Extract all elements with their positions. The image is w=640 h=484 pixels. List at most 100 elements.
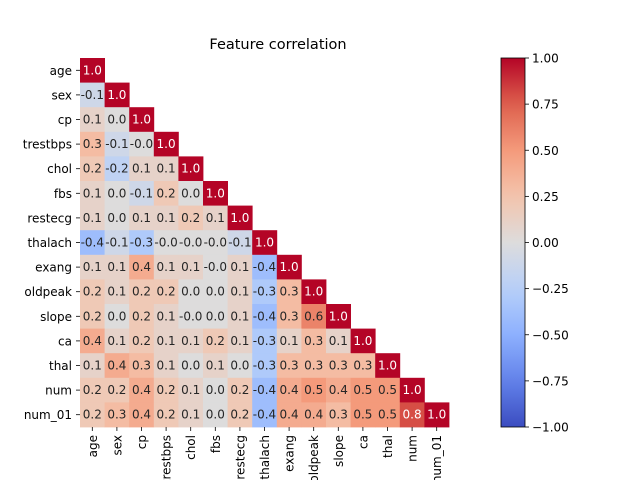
colorbar-tick-label: −0.25 — [532, 282, 569, 296]
y-tick-label-oldpeak: oldpeak — [24, 285, 72, 299]
heatmap-cell-label-num_01-oldpeak: 0.4 — [304, 408, 323, 422]
heatmap-cell-exang-trestbps — [153, 254, 179, 280]
heatmap-cell-sex-age — [80, 82, 105, 108]
heatmap-cell-label-oldpeak-fbs: 0.0 — [206, 285, 225, 299]
heatmap-cell-label-slope-exang: 0.3 — [280, 309, 299, 323]
heatmap-cell-label-fbs-trestbps: 0.2 — [157, 186, 176, 200]
heatmap-cell-chol-age — [80, 156, 105, 182]
heatmap-cell-label-num_01-age: 0.2 — [83, 408, 102, 422]
heatmap-cell-chol-chol — [178, 156, 204, 182]
heatmap-cell-label-ca-ca: 1.0 — [353, 334, 372, 348]
heatmap-cell-num-oldpeak — [301, 377, 327, 403]
heatmap-cell-ca-chol — [178, 328, 204, 354]
heatmap-cell-thalach-age — [80, 230, 105, 256]
heatmap-cell-label-num_01-fbs: 0.0 — [206, 408, 225, 422]
heatmap-cell-slope-exang — [276, 304, 302, 329]
heatmap-cell-label-thal-trestbps: 0.1 — [157, 359, 176, 373]
heatmap-cell-exang-cp — [129, 254, 155, 280]
heatmap-cell-label-slope-chol: -0.0 — [179, 309, 202, 323]
x-tick-label-num_01: num_01 — [430, 435, 444, 480]
heatmap-cell-label-oldpeak-sex: 0.1 — [107, 285, 126, 299]
heatmap-cell-oldpeak-chol — [178, 279, 204, 305]
heatmap-cell-label-ca-oldpeak: 0.3 — [304, 334, 323, 348]
heatmap-cell-label-slope-oldpeak: 0.6 — [304, 309, 323, 323]
heatmap-cell-label-restecg-sex: 0.0 — [107, 211, 126, 225]
heatmap-cell-label-exang-cp: 0.4 — [132, 260, 151, 274]
heatmap-cell-label-thal-thal: 1.0 — [378, 359, 397, 373]
heatmap-cell-label-num-oldpeak: 0.5 — [304, 383, 323, 397]
heatmap-cell-thal-cp — [129, 353, 155, 379]
y-tick-label-slope: slope — [40, 310, 72, 324]
heatmap-cell-label-exang-sex: 0.1 — [107, 260, 126, 274]
heatmap-cell-label-num_01-restecg: 0.2 — [230, 408, 249, 422]
heatmap-cell-label-ca-thalach: -0.3 — [253, 334, 276, 348]
heatmap-cell-label-sex-age: -0.1 — [81, 88, 104, 102]
heatmap-cell-label-trestbps-trestbps: 1.0 — [157, 137, 176, 151]
heatmap-cell-label-chol-age: 0.2 — [83, 162, 102, 176]
heatmap-cells: 1.0-0.1 1.00.1 0.0 1.00.3 -0.1 -0.0 1.00.2 -0.2… — [80, 58, 450, 428]
heatmap-cell-num_01-oldpeak — [301, 402, 327, 428]
heatmap-cell-restecg-chol — [178, 205, 204, 231]
heatmap-cell-label-sex-sex: 1.0 — [107, 88, 126, 102]
heatmap-cell-label-chol-sex: -0.2 — [105, 162, 128, 176]
y-tick-label-trestbps: trestbps — [23, 138, 72, 152]
y-tick-label-sex: sex — [51, 88, 72, 102]
heatmap-cell-label-thalach-sex: -0.1 — [105, 236, 128, 250]
heatmap-cell-num_01-cp — [129, 402, 155, 428]
heatmap-cell-thalach-cp — [129, 230, 155, 256]
heatmap-cell-num-num — [399, 377, 425, 403]
heatmap-cell-label-num_01-num: 0.8 — [403, 408, 422, 422]
heatmap-cell-label-oldpeak-thalach: -0.3 — [253, 285, 276, 299]
heatmap-cell-slope-slope — [326, 304, 351, 329]
heatmap-cell-fbs-fbs — [203, 181, 228, 206]
heatmap-cell-thal-thalach — [252, 353, 278, 379]
heatmap-cell-label-num_01-thalach: -0.4 — [253, 408, 276, 422]
heatmap-cell-label-num-thalach: -0.4 — [253, 383, 276, 397]
y-tick-label-fbs: fbs — [54, 187, 72, 201]
heatmap-cell-oldpeak-exang — [276, 279, 302, 305]
x-tick-label-sex: sex — [110, 435, 124, 456]
heatmap-cell-num_01-exang — [276, 402, 302, 428]
heatmap-cell-label-restecg-restecg: 1.0 — [230, 211, 249, 225]
heatmap-cell-oldpeak-thalach — [252, 279, 278, 305]
heatmap-cell-num-trestbps — [153, 377, 179, 403]
heatmap-cell-label-slope-thalach: -0.4 — [253, 309, 276, 323]
heatmap-cell-num_01-trestbps — [153, 402, 179, 428]
heatmap-cell-label-thalach-fbs: -0.0 — [204, 236, 227, 250]
heatmap-cell-label-num_01-thal: 0.5 — [378, 408, 397, 422]
heatmap-cell-label-oldpeak-trestbps: 0.2 — [157, 285, 176, 299]
heatmap-cell-fbs-sex — [104, 181, 130, 206]
heatmap-cell-chol-cp — [129, 156, 155, 182]
heatmap-cell-label-thal-chol: 0.0 — [181, 359, 200, 373]
heatmap-cell-ca-ca — [350, 328, 376, 354]
heatmap-cell-label-ca-cp: 0.2 — [132, 334, 151, 348]
heatmap-cell-fbs-chol — [178, 181, 204, 206]
x-tick-label-thalach: thalach — [258, 435, 272, 480]
heatmap-cell-exang-chol — [178, 254, 204, 280]
heatmap-cell-label-num-thal: 0.5 — [378, 383, 397, 397]
heatmap-cell-num-chol — [178, 377, 204, 403]
y-tick-label-cp: cp — [58, 113, 72, 127]
heatmap-cell-trestbps-cp — [129, 131, 155, 157]
x-tick-label-exang: exang — [283, 435, 297, 472]
heatmap-cell-restecg-fbs — [203, 205, 228, 231]
heatmap-cell-thal-sex — [104, 353, 130, 379]
x-tick-label-num: num — [406, 435, 420, 462]
heatmap-cell-num_01-num — [399, 402, 425, 428]
y-tick-label-chol: chol — [47, 162, 72, 176]
heatmap-cell-label-oldpeak-exang: 0.3 — [280, 285, 299, 299]
heatmap-cell-age-age — [80, 58, 105, 83]
heatmap-cell-slope-fbs — [203, 304, 228, 329]
colorbar-tick-label: 0.75 — [532, 98, 559, 112]
heatmap-cell-label-num-fbs: 0.0 — [206, 383, 225, 397]
heatmap-cell-slope-oldpeak — [301, 304, 327, 329]
heatmap-cell-ca-thalach — [252, 328, 278, 354]
y-tick-label-num_01: num_01 — [24, 408, 72, 422]
heatmap-cell-num_01-sex — [104, 402, 130, 428]
heatmap-cell-ca-sex — [104, 328, 130, 354]
heatmap-cell-exang-exang — [276, 254, 302, 280]
heatmap-cell-num-age — [80, 377, 105, 403]
heatmap-cell-label-ca-chol: 0.1 — [181, 334, 200, 348]
heatmap-cell-restecg-trestbps — [153, 205, 179, 231]
